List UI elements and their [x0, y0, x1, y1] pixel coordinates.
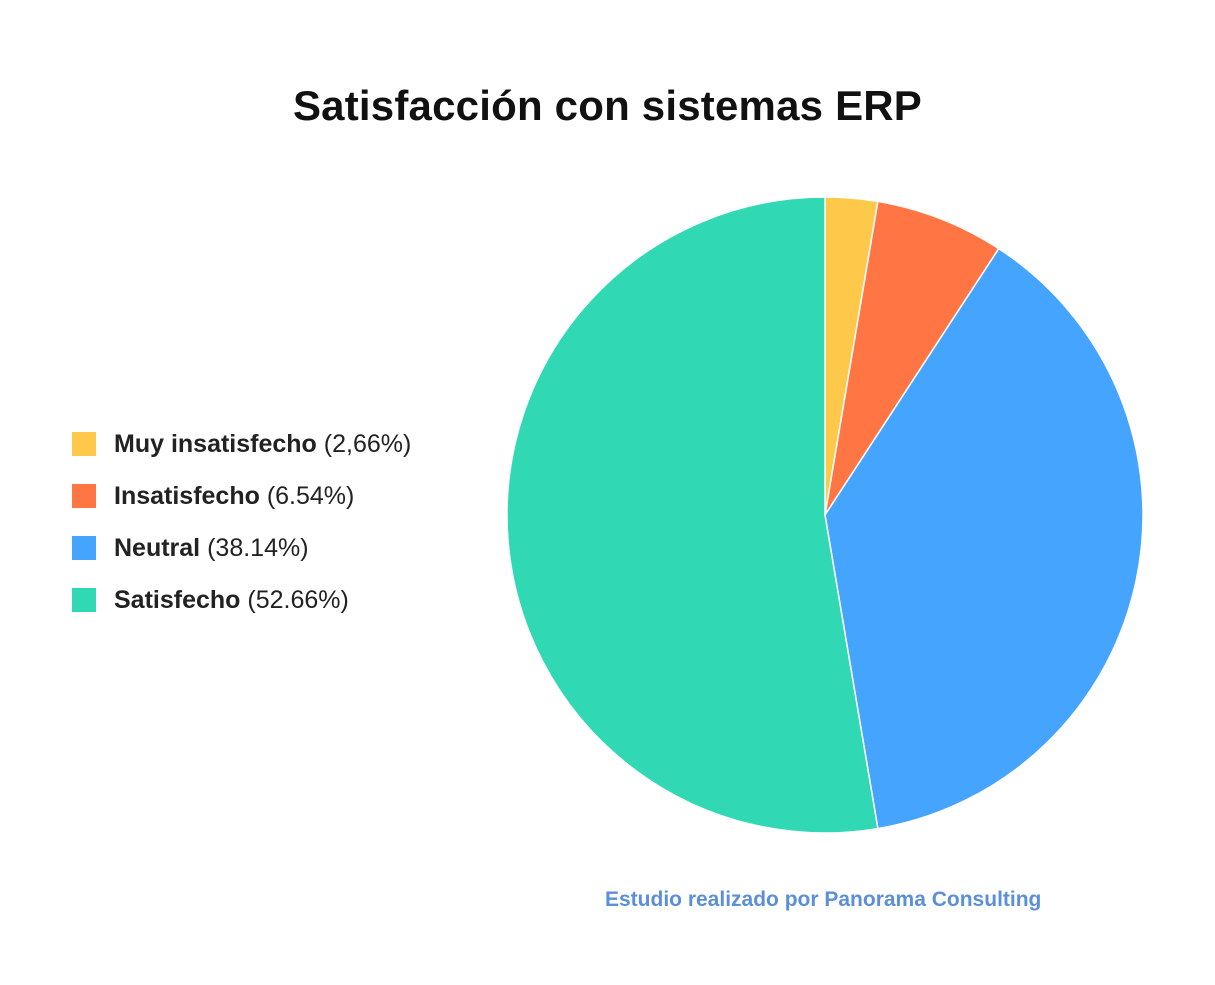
legend-label: Insatisfecho (6.54%) — [114, 482, 354, 511]
legend-percentage: (38.14%) — [207, 533, 309, 562]
legend-item: Insatisfecho (6.54%) — [72, 470, 411, 522]
legend-percentage: (6.54%) — [266, 481, 355, 510]
legend-swatch — [72, 432, 96, 456]
source-note: Estudio realizado por Panorama Consultin… — [605, 888, 1042, 911]
pie-slice — [824, 200, 1000, 516]
legend-swatch — [72, 588, 96, 612]
legend-series-name: Muy insatisfecho — [114, 429, 317, 458]
legend-label: Neutral (38.14%) — [114, 534, 309, 563]
chart-title: Satisfacción con sistemas ERP — [292, 82, 923, 129]
legend-label: Satisfecho (52.66%) — [114, 586, 349, 615]
legend-swatch — [72, 536, 96, 560]
legend-item: Satisfecho (52.66%) — [72, 574, 411, 626]
chart-legend: Muy insatisfecho (2,66%) Insatisfecho (6… — [72, 418, 411, 626]
pie-slice — [506, 196, 879, 834]
legend-item: Neutral (38.14%) — [72, 522, 411, 574]
legend-percentage: (52.66%) — [247, 585, 349, 614]
legend-label: Muy insatisfecho (2,66%) — [114, 430, 411, 459]
pie-slice — [824, 247, 1144, 830]
legend-item: Muy insatisfecho (2,66%) — [72, 418, 411, 470]
pie-chart — [506, 196, 1144, 834]
legend-series-name: Neutral — [114, 533, 201, 562]
legend-series-name: Insatisfecho — [114, 481, 260, 510]
legend-percentage: (2,66%) — [323, 429, 412, 458]
legend-swatch — [72, 484, 96, 508]
legend-series-name: Satisfecho — [114, 585, 241, 614]
